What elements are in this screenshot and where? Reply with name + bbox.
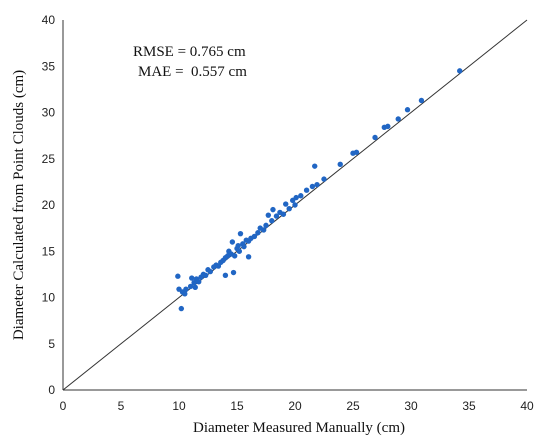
data-point: [187, 283, 194, 290]
data-point: [196, 279, 202, 285]
data-point: [241, 243, 247, 250]
y-tick-label: 5: [48, 337, 55, 351]
data-point: [457, 68, 463, 74]
data-point: [269, 218, 275, 224]
x-tick-label: 0: [60, 399, 67, 413]
data-point: [292, 202, 298, 208]
data-point: [404, 107, 411, 113]
data-point: [372, 134, 378, 141]
data-point: [237, 230, 244, 237]
data-point: [314, 181, 320, 188]
data-point: [178, 305, 185, 312]
data-point: [263, 222, 269, 229]
data-point: [251, 233, 258, 240]
y-tick-label: 20: [42, 198, 56, 212]
data-point: [265, 212, 272, 218]
x-tick-label: 10: [172, 399, 186, 413]
y-tick-label: 15: [42, 244, 56, 258]
data-point: [312, 163, 318, 169]
data-point: [207, 268, 214, 275]
data-point: [175, 273, 181, 279]
data-point: [283, 201, 289, 207]
data-point: [337, 161, 343, 167]
data-point: [230, 269, 237, 276]
data-point: [418, 97, 425, 104]
data-point: [229, 239, 236, 245]
data-point: [270, 206, 276, 213]
data-point: [245, 254, 252, 260]
data-point: [309, 183, 316, 190]
x-tick-label: 25: [346, 399, 360, 413]
data-point: [303, 187, 310, 193]
data-point: [183, 286, 189, 292]
axes: [62, 20, 527, 391]
y-tick-label: 40: [42, 13, 56, 27]
x-tick-label: 20: [288, 399, 302, 413]
y-tick-label: 30: [42, 106, 56, 120]
data-point: [273, 213, 280, 219]
data-point: [260, 227, 267, 233]
x-axis-title: Diameter Measured Manually (cm): [193, 420, 405, 436]
stat-rmse: RMSE = 0.765 cm: [133, 44, 246, 60]
data-point: [321, 176, 327, 182]
data-point: [385, 123, 391, 130]
y-tick-label: 10: [42, 291, 56, 305]
data-point: [298, 193, 304, 199]
data-point: [222, 272, 229, 278]
stat-mae: MAE = 0.557 cm: [138, 64, 247, 80]
data-point: [189, 275, 195, 281]
data-point: [280, 211, 287, 217]
x-tick-label: 5: [118, 399, 125, 413]
data-point: [231, 253, 238, 259]
x-tick-label: 40: [520, 399, 534, 413]
x-tick-label: 15: [230, 399, 244, 413]
tick-labels: 0 5 10 15 20 25 30 35 40 0 5 10 15 20 25 30 35 40: [42, 13, 534, 413]
data-point: [286, 206, 292, 212]
data-points: [175, 68, 463, 312]
x-tick-label: 30: [404, 399, 418, 413]
data-point: [202, 272, 209, 278]
data-point: [235, 243, 241, 249]
data-point: [293, 194, 299, 201]
data-point: [182, 291, 188, 297]
y-axis-title: Diameter Calculated from Point Clouds (c…: [11, 70, 27, 340]
data-point: [192, 284, 198, 291]
data-point: [255, 230, 261, 236]
y-tick-label: 25: [42, 152, 56, 166]
data-point: [353, 149, 360, 155]
y-tick-label: 35: [42, 59, 56, 73]
data-point: [236, 248, 243, 254]
x-tick-label: 35: [462, 399, 476, 413]
data-point: [395, 116, 401, 122]
y-tick-label: 0: [48, 383, 55, 397]
